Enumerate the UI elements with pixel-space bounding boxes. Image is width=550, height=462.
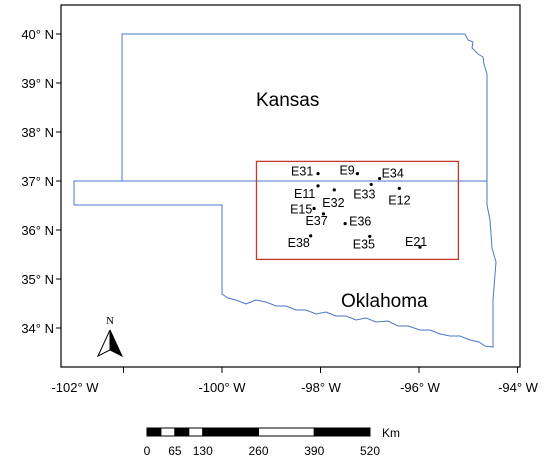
- north-arrow: N: [96, 315, 124, 358]
- station-dot-e32: [332, 188, 336, 192]
- lon-label-98: -98° W: [301, 380, 342, 395]
- station-dot-e35: [368, 234, 372, 238]
- station-dot-e37: [321, 212, 326, 216]
- station-label-e36: E36: [349, 215, 371, 229]
- scale-segment: [202, 427, 259, 437]
- station-label-e12: E12: [388, 193, 410, 207]
- scale-label: 390: [304, 444, 324, 458]
- scale-label: 260: [248, 444, 268, 458]
- lon-label-102: -102° W: [51, 380, 99, 395]
- station-label-e38: E38: [288, 236, 310, 250]
- scale-segment: [188, 427, 204, 437]
- lat-label-34: 34° N: [21, 321, 54, 336]
- station-dot-e33: [369, 182, 373, 187]
- scale-label: 520: [360, 444, 380, 458]
- scale-segment: [160, 427, 176, 437]
- station-label-e32: E32: [322, 196, 344, 210]
- state-label-oklahoma: Oklahoma: [341, 291, 428, 312]
- lon-label-100: -100° W: [198, 380, 246, 395]
- station-dot-e38: [309, 234, 313, 238]
- station-label-e21: E21: [405, 235, 427, 249]
- station-dot-e31: [316, 172, 320, 176]
- scale-unit-label: Km: [382, 426, 400, 440]
- scale-label: 0: [144, 444, 151, 458]
- station-dot-e36: [343, 222, 347, 226]
- station-label-e11: E11: [294, 187, 315, 201]
- lat-label-36: 36° N: [21, 223, 54, 238]
- station-dot-e9: [355, 172, 360, 176]
- station-dot-e21: [418, 245, 422, 249]
- station-dot-e34: [378, 176, 382, 181]
- study-area-box: [255, 160, 460, 261]
- lat-label-35: 35° N: [21, 272, 54, 287]
- scale-label: 65: [168, 444, 182, 458]
- longitude-ticks: [123, 367, 518, 373]
- scale-segment: [258, 427, 315, 437]
- scale-label: 130: [193, 444, 213, 458]
- state-label-kansas: Kansas: [256, 90, 319, 111]
- scale-bar: 0 65 130 260 390 520: [144, 427, 380, 458]
- north-arrow-label: N: [106, 315, 114, 327]
- station-label-e15: E15: [290, 202, 312, 216]
- lat-label-40: 40° N: [21, 27, 54, 42]
- lon-label-96: -96° W: [400, 380, 441, 395]
- station-dot-e12: [397, 186, 401, 190]
- station-label-e35: E35: [353, 237, 375, 251]
- station-label-e37: E37: [305, 214, 327, 228]
- lat-label-39: 39° N: [21, 76, 54, 91]
- station-dot-e11: [316, 184, 320, 188]
- lat-label-37: 37° N: [21, 174, 54, 189]
- station-label-e34: E34: [382, 167, 404, 181]
- station-dot-e15: [312, 206, 316, 211]
- station-label-e9: E9: [339, 164, 354, 178]
- scale-segment: [313, 427, 371, 437]
- latitude-ticks: [56, 33, 61, 329]
- lon-label-94: -94° W: [498, 380, 539, 395]
- station-label-e31: E31: [291, 165, 313, 179]
- scale-segment: [174, 427, 190, 437]
- oklahoma-border: [73, 180, 497, 348]
- scale-segment: [146, 427, 162, 437]
- station-label-e33: E33: [353, 187, 375, 201]
- map-frame: [60, 4, 521, 368]
- lat-label-38: 38° N: [21, 125, 54, 140]
